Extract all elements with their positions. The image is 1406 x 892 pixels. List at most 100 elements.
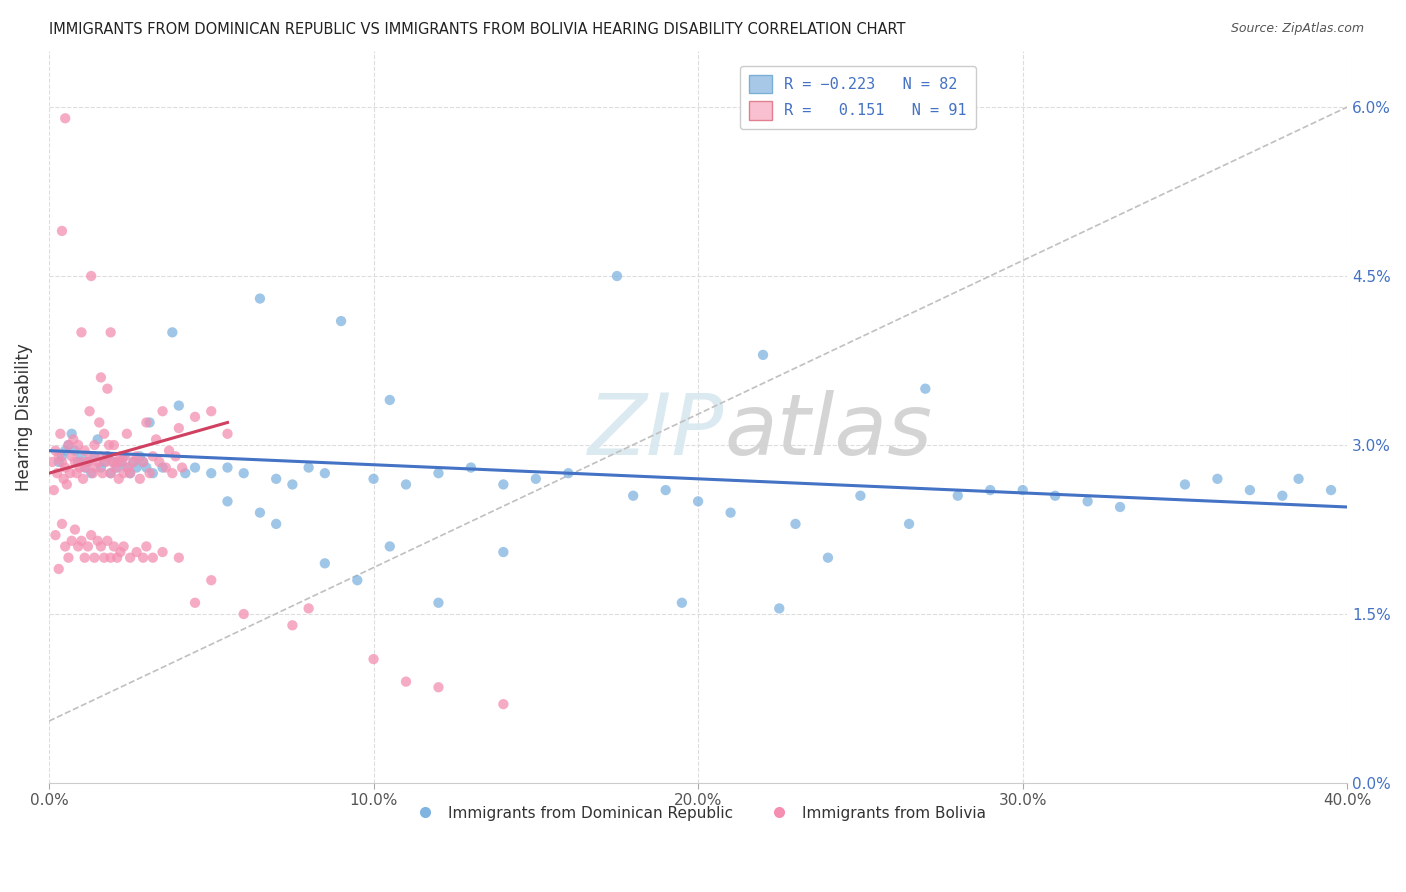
Point [103,438,125,452]
Point [77,455,100,469]
Point [70,450,93,464]
Text: atlas: atlas [724,390,932,473]
Point [77,455,100,469]
Point [52,472,75,486]
Point [606,268,628,283]
Point [60,426,83,441]
Point [69,460,91,475]
Point [688,494,710,508]
Point [79,404,101,418]
Point [77,540,100,554]
Point [89,416,111,430]
Point [120,550,142,565]
Point [110,455,132,469]
Point [363,472,385,486]
Point [98,438,121,452]
Point [120,466,142,480]
Point [53,443,76,458]
Point [91,466,114,480]
Point [94,455,117,469]
Point [946,489,969,503]
Point [785,516,807,531]
Point [249,292,271,306]
Point [48,455,70,469]
Point [217,426,239,441]
Point [117,460,139,475]
Point [460,460,482,475]
Point [96,450,118,464]
Point [152,545,174,559]
Point [148,455,170,469]
Point [125,460,148,475]
Point [44,443,66,458]
Point [200,404,222,418]
Text: ZIP: ZIP [588,390,724,473]
Point [70,455,93,469]
Point [90,460,112,475]
Point [281,618,304,632]
Point [152,404,174,418]
Point [145,433,167,447]
Point [90,540,112,554]
Point [125,450,148,464]
Text: IMMIGRANTS FROM DOMINICAN REPUBLIC VS IMMIGRANTS FROM BOLIVIA HEARING DISABILITY: IMMIGRANTS FROM DOMINICAN REPUBLIC VS IM… [49,22,905,37]
Point [56,477,79,491]
Point [103,540,125,554]
Point [264,472,287,486]
Point [100,550,122,565]
Point [524,472,547,486]
Point [83,550,105,565]
Point [83,450,105,464]
Point [115,460,138,475]
Point [138,466,160,480]
Point [1320,483,1343,497]
Point [165,450,187,464]
Point [170,460,193,475]
Point [249,506,271,520]
Point [1043,489,1066,503]
Point [46,466,69,480]
Point [90,450,112,464]
Point [51,516,73,531]
Point [720,506,742,520]
Point [298,460,321,475]
Point [80,466,103,480]
Point [492,545,515,559]
Point [621,489,644,503]
Point [60,533,83,548]
Point [100,466,122,480]
Point [184,409,207,424]
Point [1077,494,1099,508]
Point [120,466,142,480]
Point [93,426,115,441]
Point [105,550,128,565]
Point [135,460,157,475]
Point [86,533,108,548]
Point [96,450,118,464]
Point [427,596,450,610]
Point [93,455,115,469]
Point [671,596,693,610]
Point [200,573,222,587]
Point [63,455,86,469]
Point [100,326,122,340]
Point [378,540,401,554]
Point [70,326,93,340]
Point [330,314,353,328]
Legend: Immigrants from Dominican Republic, Immigrants from Bolivia: Immigrants from Dominican Republic, Immi… [404,799,993,827]
Point [67,438,90,452]
Point [60,450,83,464]
Point [62,433,84,447]
Point [346,573,368,587]
Point [152,460,174,475]
Point [110,545,132,559]
Point [80,450,103,464]
Point [63,523,86,537]
Point [184,596,207,610]
Point [914,382,936,396]
Point [232,607,254,621]
Point [48,562,70,576]
Point [200,466,222,480]
Point [53,460,76,475]
Point [110,450,132,464]
